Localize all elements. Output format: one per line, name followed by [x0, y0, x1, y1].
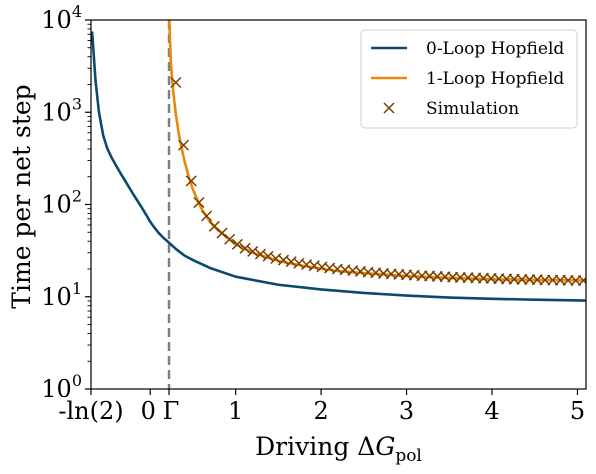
axes: -ln(2) 0 Γ 1 2 3 4 5 100 101 102 103 104	[41, 2, 587, 425]
x-tick-label: 3	[399, 397, 414, 425]
legend-entry: 1-Loop Hopfield	[371, 69, 564, 89]
x-tick-label: Γ	[163, 397, 180, 425]
legend: 0-Loop Hopfield 1-Loop Hopfield Simulation	[360, 29, 578, 129]
y-tick-label: 104	[41, 2, 82, 34]
data-point	[201, 210, 213, 222]
data-point	[185, 175, 197, 187]
data-point	[216, 227, 228, 239]
y-tick-label: 101	[41, 279, 82, 311]
data-point	[170, 76, 182, 89]
data-point	[577, 274, 586, 287]
x-tick-label: 1	[228, 397, 243, 425]
legend-label: 0-Loop Hopfield	[426, 39, 564, 59]
legend-swatch	[383, 102, 395, 114]
data-point	[262, 250, 274, 262]
y-tick-label: 100	[41, 371, 82, 403]
series-line-0-loop-hopfield	[91, 31, 586, 302]
data-point	[224, 233, 236, 245]
data-point	[231, 238, 243, 250]
data-point	[247, 245, 259, 257]
data-point	[193, 197, 205, 209]
x-tick-label: 4	[484, 397, 499, 425]
series-layer	[91, 20, 586, 389]
x-tick-label: 2	[313, 397, 328, 425]
y-axis-label: Time per net step	[7, 84, 36, 308]
y-tick-label: 103	[41, 94, 82, 126]
data-point	[254, 248, 266, 260]
x-tick-label: -ln(2)	[58, 397, 123, 425]
x-tick-label: 0	[141, 397, 156, 425]
x-axis-label: Driving ΔGpol	[255, 432, 422, 466]
legend-label: Simulation	[426, 99, 519, 119]
y-tick-label: 102	[41, 187, 82, 219]
data-point	[239, 242, 251, 254]
legend-box	[360, 29, 578, 129]
legend-entry: 0-Loop Hopfield	[371, 39, 564, 59]
series-markers-simulation	[170, 76, 586, 287]
legend-entry: Simulation	[383, 99, 519, 119]
x-tick-label: 5	[570, 397, 585, 425]
data-point	[178, 139, 190, 151]
legend-label: 1-Loop Hopfield	[426, 69, 564, 89]
